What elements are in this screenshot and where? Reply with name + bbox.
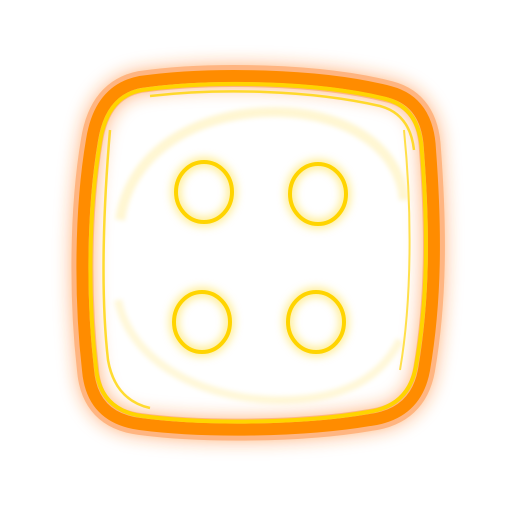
dice-glow [71,65,445,441]
dice-inner-highlight [115,106,409,221]
pip-bottom-right [286,290,346,354]
dice-sketch-stroke [149,90,416,151]
dice-sketch-stroke [399,129,411,371]
dice-outline-inner [88,81,428,424]
pip-top-left [174,160,234,224]
dice-outline [76,70,440,436]
dice-sketch-stroke [102,129,151,410]
pip-top-right [288,162,348,226]
dice-pips [172,160,348,354]
dice-inner-highlight [114,299,404,405]
pip-bottom-left [172,290,232,354]
